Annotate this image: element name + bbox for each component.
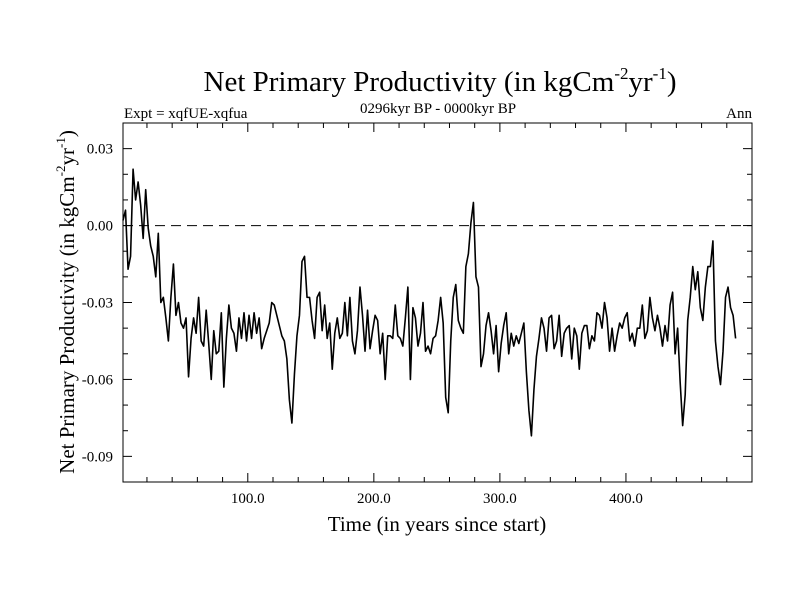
y-axis-label-end: ) xyxy=(55,130,79,137)
chart-subtitle: 0296kyr BP - 0000kyr BP xyxy=(360,101,516,117)
season-label: Ann xyxy=(726,106,752,122)
chart-title-mid: yr xyxy=(628,66,653,98)
chart-title-sup1: -2 xyxy=(614,64,628,83)
chart-title: Net Primary Productivity (in kgCm-2yr-1) xyxy=(204,64,677,98)
y-tick-label: 0.00 xyxy=(87,219,113,235)
x-axis-label: Time (in years since start) xyxy=(328,512,547,536)
y-tick-label: -0.09 xyxy=(82,449,113,465)
chart-title-main: Net Primary Productivity (in kgCm xyxy=(204,66,615,98)
plot-frame xyxy=(122,122,753,483)
x-axis: 100.0 200.0 300.0 400.0 xyxy=(146,123,728,507)
y-axis-label-sup2: -1 xyxy=(53,137,68,148)
chart-title-sup2: -1 xyxy=(653,64,667,83)
x-tick-label: 300.0 xyxy=(483,491,517,507)
experiment-label: Expt = xqfUE-xqfua xyxy=(124,106,248,122)
series-line-npp xyxy=(122,168,737,437)
y-axis-label-main: Net Primary Productivity (in kgCm xyxy=(55,176,79,473)
y-tick-label: -0.06 xyxy=(82,372,114,388)
y-axis-label-sup1: -2 xyxy=(53,166,68,177)
x-tick-label: 400.0 xyxy=(609,491,643,507)
y-axis-label: Net Primary Productivity (in kgCm-2yr-1) xyxy=(53,130,79,474)
chart-title-end: ) xyxy=(667,66,677,98)
y-tick-label: 0.03 xyxy=(87,142,113,158)
y-axis-label-mid: yr xyxy=(55,148,79,166)
x-tick-label: 100.0 xyxy=(231,491,265,507)
x-tick-label: 200.0 xyxy=(357,491,391,507)
y-axis: 0.03 0.00 -0.03 -0.06 -0.09 xyxy=(82,122,752,483)
y-tick-label: -0.03 xyxy=(82,296,113,312)
